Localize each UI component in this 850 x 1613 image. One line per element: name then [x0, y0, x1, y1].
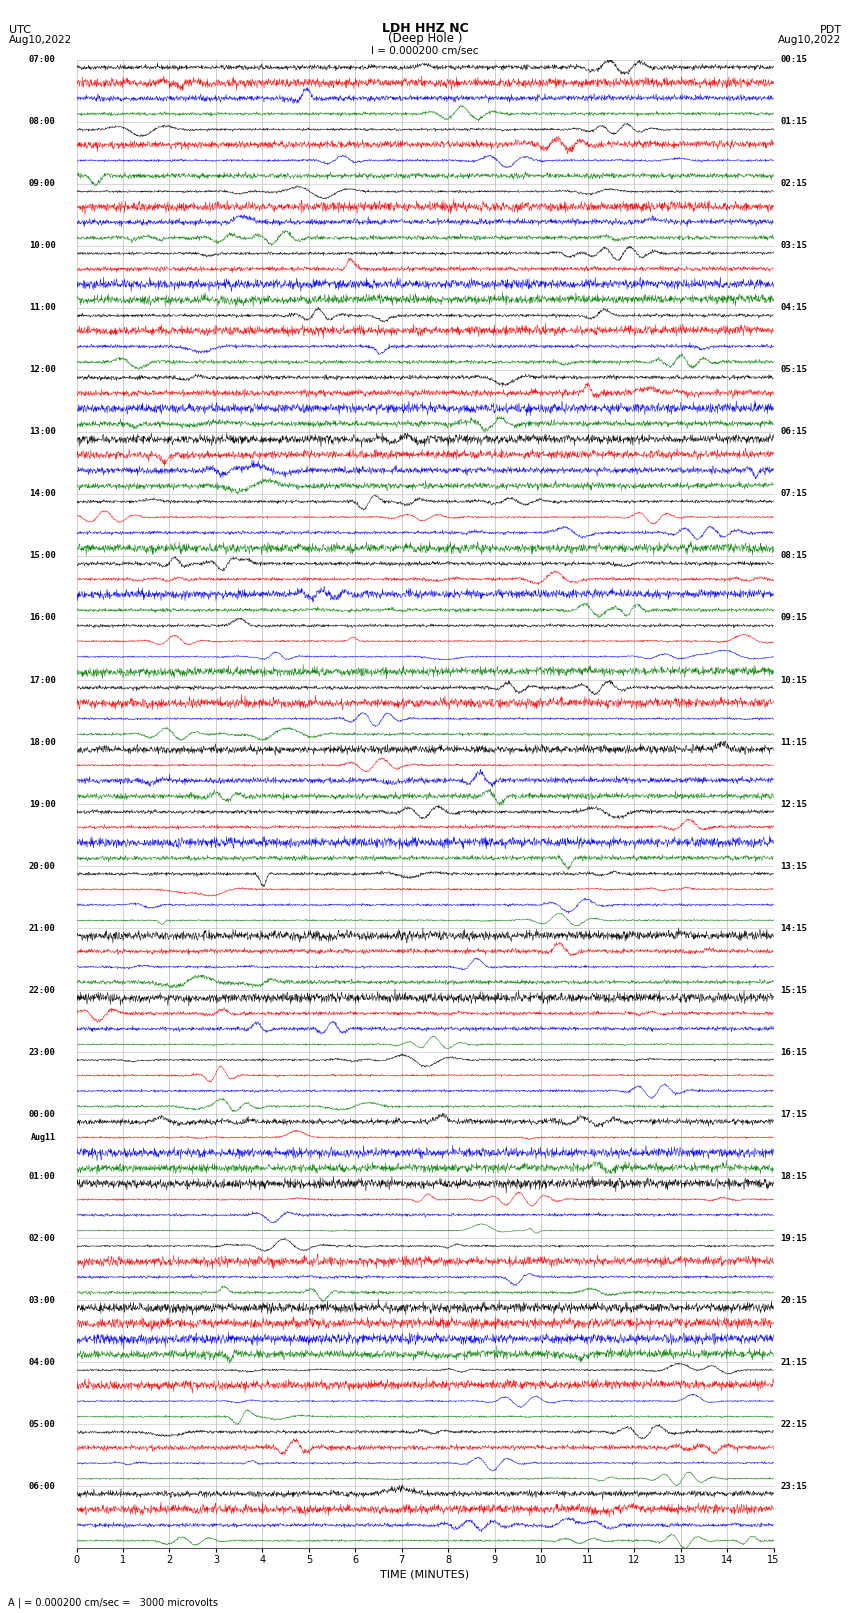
- Text: 15:00: 15:00: [29, 552, 55, 560]
- Text: LDH HHZ NC: LDH HHZ NC: [382, 23, 468, 35]
- Text: UTC: UTC: [8, 26, 31, 35]
- Text: (Deep Hole ): (Deep Hole ): [388, 32, 462, 45]
- Text: 23:00: 23:00: [29, 1048, 55, 1057]
- Text: 07:15: 07:15: [780, 489, 808, 498]
- Text: 03:15: 03:15: [780, 242, 808, 250]
- Text: 16:00: 16:00: [29, 613, 55, 623]
- Text: 10:15: 10:15: [780, 676, 808, 684]
- Text: 02:15: 02:15: [780, 179, 808, 189]
- Text: 20:00: 20:00: [29, 861, 55, 871]
- Text: 11:15: 11:15: [780, 737, 808, 747]
- Text: 22:15: 22:15: [780, 1419, 808, 1429]
- Text: 15:15: 15:15: [780, 986, 808, 995]
- Text: 19:15: 19:15: [780, 1234, 808, 1242]
- Text: 08:15: 08:15: [780, 552, 808, 560]
- Text: 06:00: 06:00: [29, 1482, 55, 1490]
- X-axis label: TIME (MINUTES): TIME (MINUTES): [381, 1569, 469, 1579]
- Text: Aug10,2022: Aug10,2022: [779, 35, 842, 45]
- Text: 09:15: 09:15: [780, 613, 808, 623]
- Text: 10:00: 10:00: [29, 242, 55, 250]
- Text: 18:00: 18:00: [29, 737, 55, 747]
- Text: 19:00: 19:00: [29, 800, 55, 808]
- Text: 23:15: 23:15: [780, 1482, 808, 1490]
- Text: 12:15: 12:15: [780, 800, 808, 808]
- Text: 17:00: 17:00: [29, 676, 55, 684]
- Text: A | = 0.000200 cm/sec =   3000 microvolts: A | = 0.000200 cm/sec = 3000 microvolts: [8, 1597, 218, 1608]
- Text: 12:00: 12:00: [29, 366, 55, 374]
- Text: 07:00: 07:00: [29, 55, 55, 65]
- Text: 04:00: 04:00: [29, 1358, 55, 1366]
- Text: 14:00: 14:00: [29, 489, 55, 498]
- Text: 05:00: 05:00: [29, 1419, 55, 1429]
- Text: PDT: PDT: [819, 26, 842, 35]
- Text: Aug11: Aug11: [31, 1132, 55, 1142]
- Text: 06:15: 06:15: [780, 427, 808, 437]
- Text: 01:15: 01:15: [780, 118, 808, 126]
- Text: I = 0.000200 cm/sec: I = 0.000200 cm/sec: [371, 45, 479, 56]
- Text: 02:00: 02:00: [29, 1234, 55, 1242]
- Text: 18:15: 18:15: [780, 1171, 808, 1181]
- Text: 04:15: 04:15: [780, 303, 808, 313]
- Text: 00:00: 00:00: [29, 1110, 55, 1119]
- Text: 17:15: 17:15: [780, 1110, 808, 1119]
- Text: 13:00: 13:00: [29, 427, 55, 437]
- Text: 09:00: 09:00: [29, 179, 55, 189]
- Text: 21:15: 21:15: [780, 1358, 808, 1366]
- Text: Aug10,2022: Aug10,2022: [8, 35, 71, 45]
- Text: 11:00: 11:00: [29, 303, 55, 313]
- Text: 21:00: 21:00: [29, 924, 55, 932]
- Text: 01:00: 01:00: [29, 1171, 55, 1181]
- Text: 08:00: 08:00: [29, 118, 55, 126]
- Text: 20:15: 20:15: [780, 1295, 808, 1305]
- Text: 16:15: 16:15: [780, 1048, 808, 1057]
- Text: 00:15: 00:15: [780, 55, 808, 65]
- Text: 03:00: 03:00: [29, 1295, 55, 1305]
- Text: 05:15: 05:15: [780, 366, 808, 374]
- Text: 13:15: 13:15: [780, 861, 808, 871]
- Text: 22:00: 22:00: [29, 986, 55, 995]
- Text: 14:15: 14:15: [780, 924, 808, 932]
